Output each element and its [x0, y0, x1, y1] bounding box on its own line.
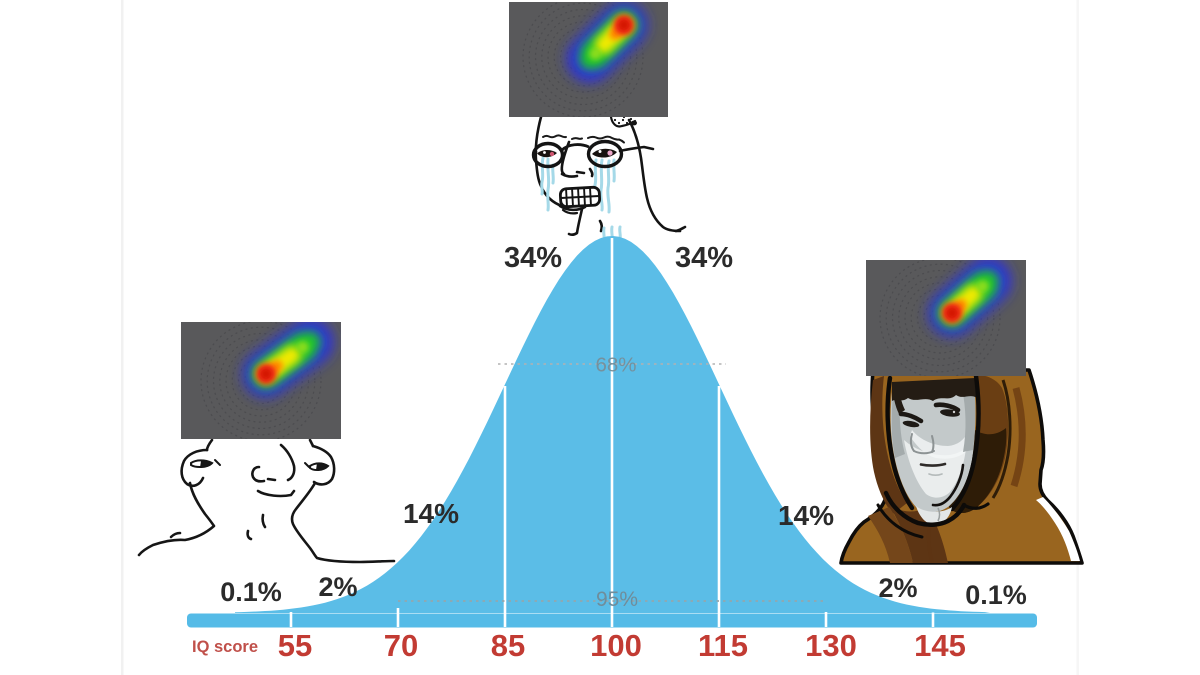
svg-text:100: 100: [590, 628, 642, 663]
svg-text:2%: 2%: [318, 572, 357, 602]
svg-text:55: 55: [278, 628, 312, 663]
svg-text:0.1%: 0.1%: [220, 577, 282, 607]
svg-text:14%: 14%: [778, 500, 834, 531]
svg-text:34%: 34%: [675, 242, 733, 274]
svg-text:145: 145: [914, 628, 966, 663]
svg-text:IQ score: IQ score: [192, 638, 258, 656]
svg-text:85: 85: [491, 628, 525, 663]
svg-text:0.1%: 0.1%: [965, 580, 1027, 610]
svg-text:70: 70: [384, 628, 418, 663]
svg-text:14%: 14%: [403, 498, 459, 529]
svg-text:34%: 34%: [504, 242, 562, 274]
svg-text:95%: 95%: [596, 588, 638, 611]
svg-text:2%: 2%: [878, 573, 917, 603]
svg-text:115: 115: [698, 628, 748, 663]
svg-text:130: 130: [805, 628, 857, 663]
svg-text:68%: 68%: [595, 354, 636, 377]
